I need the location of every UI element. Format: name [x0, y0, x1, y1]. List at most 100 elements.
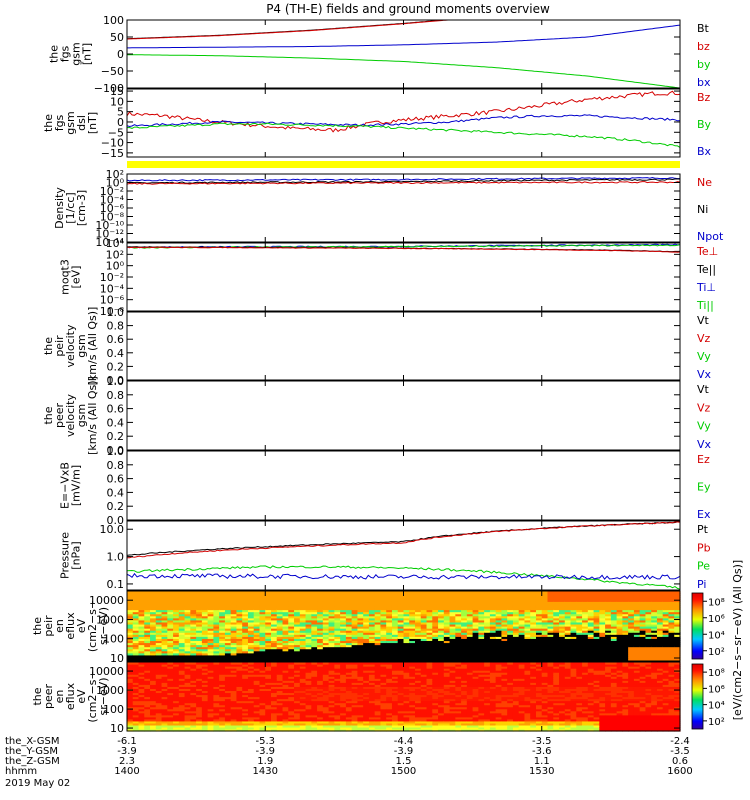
spectrogram-cell [610, 628, 618, 631]
spectrogram-cell [178, 615, 186, 619]
spectrogram-cell [415, 595, 422, 598]
spectrogram-cell [138, 626, 145, 629]
spectrogram-cell [616, 623, 623, 627]
spectrogram-cell [357, 650, 364, 654]
spectrogram-cell [196, 634, 203, 637]
spectrogram-cell [363, 615, 370, 619]
spectrogram-cell [127, 642, 134, 646]
spectrogram-cell [386, 626, 393, 629]
spectrogram-cell [559, 601, 566, 604]
spectrogram-cell [374, 638, 382, 642]
spectrogram-cell [351, 672, 359, 675]
spectrogram-cell [173, 626, 180, 629]
spectrogram-cell [541, 619, 549, 623]
spectrogram-cell [144, 654, 151, 658]
spectrogram-cell [178, 646, 186, 650]
spectrogram-cell [518, 644, 526, 648]
spectrogram-cell [224, 662, 232, 665]
spectrogram-cell [622, 617, 629, 621]
spectrogram-cell [322, 714, 330, 718]
spectrogram-cell [282, 686, 289, 689]
spectrogram-cell [173, 662, 180, 665]
spectrogram-cell [507, 597, 514, 600]
spectrogram-cell [230, 686, 238, 689]
spectrogram-cell [242, 601, 249, 604]
spectrogram-cell [328, 716, 335, 720]
spectrogram-cell [213, 630, 220, 633]
spectrogram-cell [276, 682, 284, 685]
spectrogram-cell [553, 654, 560, 658]
spectrogram-cell [593, 658, 600, 662]
spectrogram-cell [374, 648, 382, 652]
spectrogram-cell [449, 611, 456, 615]
spectrogram-cell [616, 644, 623, 648]
spectrogram-cell [322, 668, 330, 671]
spectrogram-cell [236, 672, 243, 675]
spectrogram-cell [530, 599, 537, 602]
spectrogram-cell [294, 674, 301, 677]
spectrogram-cell [219, 658, 226, 662]
spectrogram-cell [196, 601, 203, 604]
spectrogram-cell [167, 601, 174, 604]
spectrogram-cell [213, 698, 220, 702]
spectrogram-cell [317, 698, 324, 702]
spectrogram-cell [242, 700, 249, 704]
spectrogram-cell [184, 672, 191, 675]
spectrogram-cell [420, 607, 428, 611]
spectrogram-cell [489, 617, 497, 621]
spectrogram-cell [265, 619, 272, 623]
y-axis-label-line: the [48, 45, 61, 63]
spectrogram-cell [196, 668, 203, 671]
spectrogram-cell [161, 621, 168, 625]
spectrogram-cell [593, 628, 600, 631]
spectrogram-cell [253, 634, 261, 637]
spectrogram-cell [357, 648, 364, 652]
spectrogram-cell [518, 642, 526, 646]
spectrogram-cell [213, 613, 220, 617]
spectrogram-cell [219, 603, 226, 607]
spectrogram-cell [219, 718, 226, 722]
spectrogram-cell [259, 632, 266, 635]
spectrogram-cell [201, 698, 209, 702]
spectrogram-cell [161, 611, 168, 615]
spectrogram-cell [253, 626, 261, 629]
series-Pb [127, 521, 681, 559]
spectrogram-cell [501, 619, 508, 623]
spectrogram-cell [259, 601, 266, 604]
spectrogram-cell [461, 611, 468, 615]
spectrogram-cell [582, 603, 589, 607]
spectrogram-cell [305, 706, 312, 710]
spectrogram-cell [127, 664, 134, 667]
spectrogram-cell [230, 595, 238, 598]
spectrogram-cell [495, 636, 503, 639]
spectrogram-cell [351, 704, 359, 708]
spectrogram-cell [155, 690, 163, 694]
spectrogram-cell [438, 632, 445, 635]
spectrogram-cell [190, 617, 197, 621]
spectrogram-cell [288, 722, 295, 726]
spectrogram-cell [253, 682, 261, 685]
spectrogram-cell [155, 686, 163, 689]
spectrogram-cell [518, 609, 526, 613]
spectrogram-cell [253, 712, 261, 716]
spectrogram-cell [386, 591, 393, 594]
spectrogram-cell [674, 658, 681, 662]
spectrogram-cell [178, 690, 186, 694]
spectrogram-cell [443, 599, 451, 602]
spectrogram-cell [484, 609, 491, 613]
spectrogram-cell [184, 664, 191, 667]
spectrogram-cell [438, 630, 445, 633]
spectrogram-cell [559, 630, 566, 633]
spectrogram-cell [345, 710, 353, 714]
spectrogram-cell [587, 628, 595, 631]
spectrogram-cell [144, 708, 151, 712]
spectrogram-cell [230, 638, 238, 642]
spectrogram-cell [547, 619, 554, 623]
spectrogram-cell [582, 626, 589, 629]
spectrogram-cell [224, 617, 232, 621]
spectrogram-cell [645, 603, 652, 607]
spectrogram-cell [674, 640, 681, 644]
spectrogram-cell [582, 605, 589, 609]
spectrogram-cell [253, 710, 261, 714]
spectrogram-cell [127, 678, 134, 681]
